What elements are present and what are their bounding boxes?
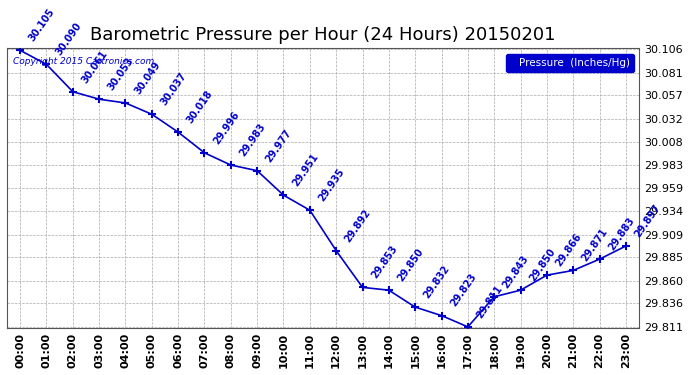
Title: Barometric Pressure per Hour (24 Hours) 20150201: Barometric Pressure per Hour (24 Hours) … [90, 26, 555, 44]
Text: 30.049: 30.049 [132, 60, 162, 96]
Text: 29.897: 29.897 [633, 202, 662, 239]
Text: 29.892: 29.892 [343, 207, 373, 244]
Text: Copyright 2015 Cartronics.com: Copyright 2015 Cartronics.com [13, 57, 155, 66]
Text: 29.935: 29.935 [317, 167, 346, 203]
Text: 29.977: 29.977 [264, 127, 294, 164]
Legend: Pressure  (Inches/Hg): Pressure (Inches/Hg) [506, 54, 634, 72]
Text: 30.037: 30.037 [159, 71, 188, 107]
Text: 30.061: 30.061 [80, 48, 110, 85]
Text: 29.823: 29.823 [448, 272, 478, 309]
Text: 29.811: 29.811 [475, 284, 504, 320]
Text: 29.832: 29.832 [422, 264, 452, 300]
Text: 29.853: 29.853 [369, 244, 400, 280]
Text: 30.053: 30.053 [106, 56, 136, 92]
Text: 29.983: 29.983 [238, 122, 268, 158]
Text: 29.871: 29.871 [580, 227, 610, 264]
Text: 29.850: 29.850 [527, 247, 558, 283]
Text: 29.996: 29.996 [211, 110, 241, 146]
Text: 29.951: 29.951 [290, 152, 320, 188]
Text: 29.866: 29.866 [554, 232, 584, 268]
Text: 30.090: 30.090 [53, 21, 83, 57]
Text: 30.105: 30.105 [27, 7, 57, 44]
Text: 29.883: 29.883 [607, 216, 636, 252]
Text: 29.843: 29.843 [501, 253, 531, 290]
Text: 30.018: 30.018 [185, 88, 215, 125]
Text: 29.850: 29.850 [396, 247, 426, 283]
